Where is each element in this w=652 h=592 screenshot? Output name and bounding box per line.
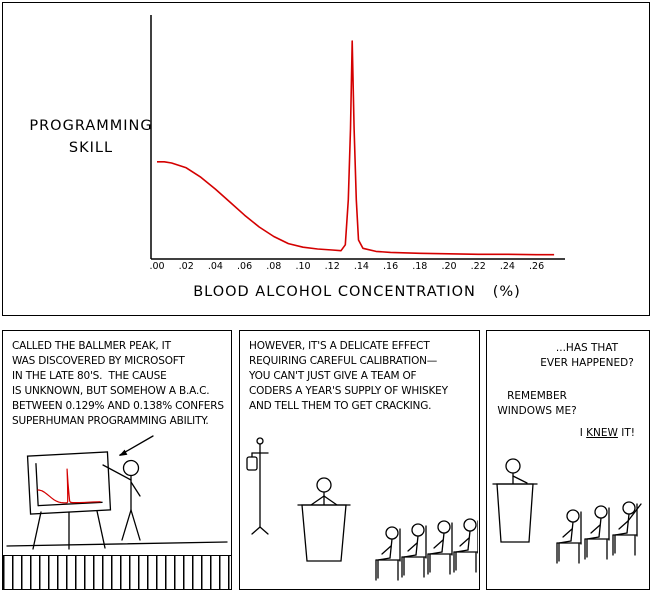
- presenter-figure: [310, 477, 338, 506]
- audience-exclaim: I KNEW IT!: [580, 427, 635, 439]
- skill-curve: [157, 40, 555, 256]
- raised-arm: [627, 503, 642, 522]
- stage-line: [6, 541, 228, 547]
- podium: [492, 483, 538, 543]
- podium: [297, 504, 351, 562]
- panel-2-scene: [246, 437, 478, 581]
- presenter-figure: [505, 458, 528, 485]
- audience: [375, 518, 478, 581]
- x-tick-label: .24: [499, 261, 515, 272]
- exclaim-suffix: IT!: [617, 427, 635, 439]
- easel-legs: [32, 510, 106, 550]
- presenter-reply: REMEMBER WINDOWS ME?: [497, 390, 577, 418]
- panel-2: HOWEVER, IT'S A DELICATE EFFECT REQUIRIN…: [239, 330, 480, 590]
- iv-stand-icon: [246, 437, 269, 535]
- x-tick-label: .08: [266, 261, 282, 272]
- audience-member: [612, 501, 638, 556]
- x-tick-label: .16: [383, 261, 399, 272]
- panel-1-caption: CALLED THE BALLMER PEAK, IT WAS DISCOVER…: [12, 340, 224, 427]
- audience: [556, 501, 642, 564]
- x-tick-label: .22: [470, 261, 486, 272]
- chart-panel: PROGRAMMING SKILL .00 .02 .04 .06 .08 .10 .12.…: [2, 2, 650, 316]
- panel-3: ...HAS THAT EVER HAPPENED? REMEMBER WIND…: [486, 330, 650, 590]
- presenter-figure: [102, 459, 141, 541]
- x-tick-label: .00: [149, 261, 165, 272]
- x-tick-label: .02: [178, 261, 194, 272]
- x-axis-label: BLOOD ALCOHOL CONCENTRATION (%): [193, 284, 521, 300]
- x-axis-ticks: .00 .02 .04 .06 .08 .10 .12 .14 .16 .18 .20 .22 .24.…: [149, 261, 557, 275]
- audience-member: [401, 523, 427, 578]
- audience-member: [556, 509, 582, 564]
- x-tick-label: .06: [237, 261, 253, 272]
- x-tick-label: .04: [207, 261, 223, 272]
- y-axis-label: PROGRAMMING SKILL: [29, 118, 159, 157]
- audience-member: [375, 526, 401, 581]
- exclaim-prefix: I: [579, 427, 587, 439]
- x-tick-label: .20: [441, 261, 457, 272]
- x-tick-label: .18: [412, 261, 428, 272]
- panel-1-scene: [6, 435, 228, 550]
- panel-1: CALLED THE BALLMER PEAK, IT WAS DISCOVER…: [2, 330, 232, 590]
- panel-2-caption: HOWEVER, IT'S A DELICATE EFFECT REQUIRIN…: [249, 340, 448, 412]
- x-tick-label: .14: [353, 261, 369, 272]
- ballmer-peak-chart: [150, 15, 565, 260]
- audience-member: [584, 505, 610, 560]
- x-tick-label: .26: [529, 261, 545, 272]
- audience-member: [427, 520, 453, 575]
- arrow-to-board-icon: [119, 435, 154, 456]
- panel-3-scene: [492, 458, 642, 564]
- x-tick-label: .10: [295, 261, 311, 272]
- mini-skill-curve: [37, 468, 101, 504]
- audience-member: [453, 518, 478, 573]
- audience-question: ...HAS THAT EVER HAPPENED?: [540, 342, 634, 370]
- exclaim-word: KNEW: [586, 427, 618, 439]
- x-tick-label: .12: [324, 261, 340, 272]
- whiteboard: [26, 451, 112, 550]
- stage-fringe: [3, 555, 231, 589]
